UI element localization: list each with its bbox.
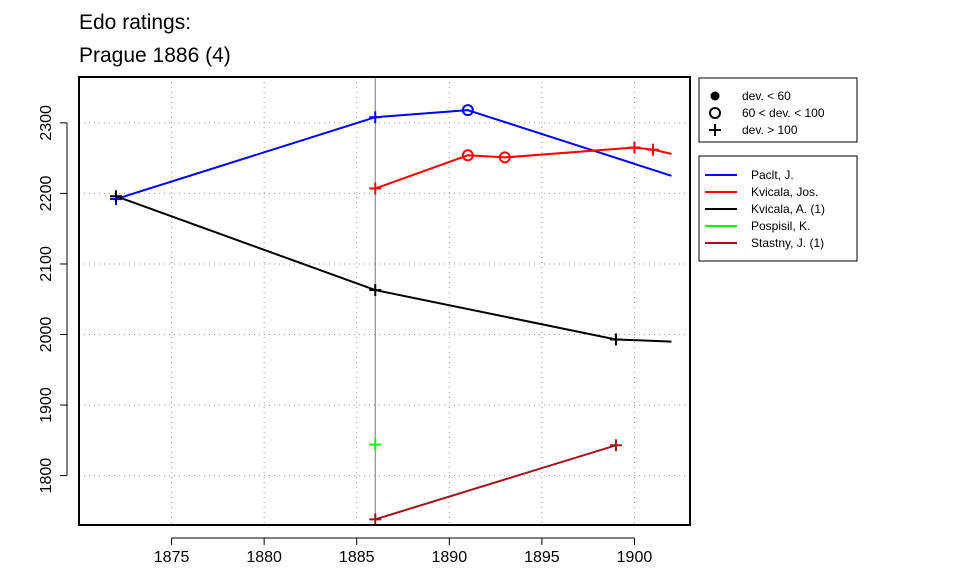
series-0-line (115, 109, 672, 201)
series-1-point-1 (461, 149, 474, 162)
x-tick-label-1875: 1875 (154, 549, 190, 566)
grid (79, 77, 690, 525)
marker-legend: dev. < 60 60 < dev. < 100 dev. > 100 (698, 77, 858, 143)
series-1 (369, 141, 672, 195)
x-tick-label-1885: 1885 (339, 549, 375, 566)
plot-frame (78, 76, 691, 526)
series-1-point-3 (628, 141, 641, 154)
series-legend-label-4: Stastny, J. (1) (751, 236, 824, 250)
series-2 (110, 190, 672, 346)
series-4-point-1 (609, 439, 622, 452)
series-3 (369, 438, 382, 451)
series-4 (369, 439, 622, 526)
x-tick-label-1900: 1900 (617, 549, 653, 566)
marker-legend-box (698, 77, 858, 143)
series-1-point-2 (498, 151, 511, 164)
marker-legend-symbol-1 (709, 107, 721, 119)
series-0-point-1 (369, 111, 382, 124)
y-tick-label-2300: 2300 (38, 105, 55, 141)
marker-legend-symbol-0 (710, 91, 720, 101)
series-legend-label-3: Pospisil, K. (751, 219, 810, 233)
y-tick-label-1800: 1800 (38, 458, 55, 494)
series-2-point-2 (609, 333, 622, 346)
series-4-point-0 (369, 513, 382, 526)
series-4-line (374, 444, 617, 521)
marker-legend-label-1: 60 < dev. < 100 (742, 106, 825, 120)
y-axis: 1800 1900 2000 2100 2200 2300 (38, 105, 68, 494)
series-1-point-4 (646, 143, 659, 156)
series-legend-label-0: Paclt, J. (751, 168, 794, 182)
chart-title-line-2: Prague 1886 (4) (79, 44, 231, 67)
chart-title-line-1: Edo ratings: (79, 11, 191, 34)
series-0-point-2 (461, 104, 474, 117)
marker-legend-label-0: dev. < 60 (742, 89, 791, 103)
series-3-point-0 (369, 438, 382, 451)
series-2-point-0 (110, 190, 123, 203)
x-tick-label-1880: 1880 (246, 549, 282, 566)
x-tick-label-1895: 1895 (524, 549, 560, 566)
series-legend-label-2: Kvicala, A. (1) (751, 202, 825, 216)
series-layer (110, 104, 672, 526)
series-1-line (374, 146, 672, 190)
series-2-line (115, 195, 672, 343)
series-2-point-1 (369, 284, 382, 297)
marker-legend-symbol-2 (709, 124, 721, 136)
x-tick-label-1890: 1890 (432, 549, 468, 566)
series-1-point-0 (369, 182, 382, 195)
y-tick-label-2000: 2000 (38, 317, 55, 353)
series-legend-label-1: Kvicala, Jos. (751, 185, 818, 199)
series-legend: Paclt, J. Kvicala, Jos. Kvicala, A. (1) Pos… (698, 155, 858, 262)
x-axis: 1875 1880 1885 1890 1895 1900 (154, 537, 653, 566)
marker-legend-label-2: dev. > 100 (742, 123, 798, 137)
y-tick-label-1900: 1900 (38, 387, 55, 423)
y-tick-label-2200: 2200 (38, 176, 55, 212)
series-0 (110, 104, 672, 206)
y-tick-label-2100: 2100 (38, 246, 55, 282)
